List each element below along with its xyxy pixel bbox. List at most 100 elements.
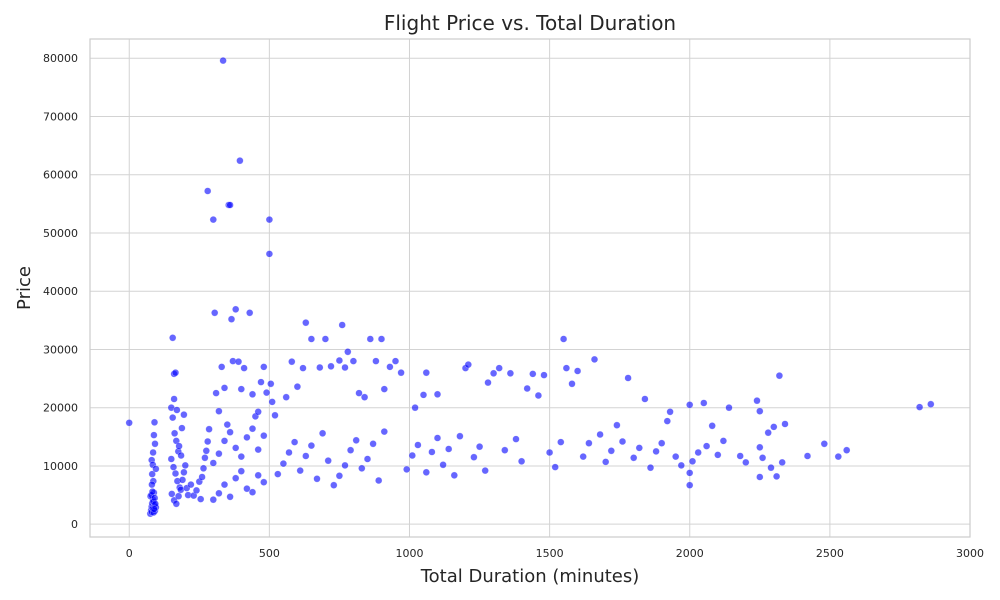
scatter-point — [481, 466, 489, 475]
scatter-point — [386, 363, 394, 371]
plot-frame — [89, 38, 971, 538]
scatter-point — [686, 481, 694, 489]
scatter-point — [260, 432, 268, 440]
scatter-point — [630, 454, 638, 462]
scatter-point — [736, 452, 744, 460]
x-tick-labels: 0 500 1000 1500 2000 2500 3000 — [126, 547, 984, 560]
scatter-point — [240, 364, 248, 372]
scatter-point — [495, 364, 503, 372]
scatter-point — [215, 489, 223, 497]
scatter-point — [803, 452, 812, 460]
scatter-point — [324, 457, 332, 465]
scatter-point — [781, 420, 789, 428]
scatter-point — [288, 358, 296, 366]
scatter-point — [349, 357, 358, 365]
scatter-point — [262, 388, 271, 397]
scatter-point — [243, 485, 251, 493]
scatter-point — [433, 434, 442, 442]
scatter-point — [579, 452, 587, 461]
scatter-point — [545, 448, 554, 457]
scatter-point — [192, 486, 201, 495]
scatter-point — [363, 455, 372, 463]
scatter-point — [666, 408, 674, 416]
scatter-point — [223, 420, 231, 429]
chart-title: Flight Price vs. Total Duration — [384, 11, 676, 35]
scatter-point — [148, 487, 157, 496]
scatter-point — [375, 476, 383, 485]
scatter-point — [246, 309, 254, 317]
scatter-point — [677, 461, 685, 470]
scatter-point — [742, 458, 750, 467]
scatter-point — [199, 464, 208, 472]
scatter-point — [540, 371, 548, 379]
scatter-point — [150, 505, 158, 513]
y-tick-label: 50000 — [43, 227, 78, 240]
scatter-point — [180, 411, 188, 419]
scatter-point — [227, 315, 236, 323]
x-tick-label: 2000 — [676, 547, 704, 560]
scatter-point — [775, 372, 784, 380]
scatter-point — [237, 467, 245, 475]
y-tick-label: 30000 — [43, 343, 78, 356]
scatter-point — [254, 445, 262, 454]
scatter-point — [260, 478, 268, 486]
scatter-point — [433, 390, 442, 398]
scatter-point — [327, 362, 335, 370]
scatter-point — [150, 431, 158, 439]
scatter-point — [557, 438, 565, 446]
scatter-point — [377, 335, 386, 343]
scatter-point — [534, 391, 543, 400]
scatter-point — [271, 411, 279, 419]
scatter-point — [215, 407, 223, 415]
scatter-point — [243, 433, 251, 442]
y-tick-labels: 0 10000 20000 30000 40000 50000 60000 70000 8000… — [43, 52, 78, 531]
scatter-point — [778, 458, 786, 467]
scatter-point — [265, 215, 274, 224]
scatter-point — [646, 464, 655, 472]
scatter-point — [313, 475, 321, 483]
scatter-point — [428, 448, 436, 456]
scatter-point — [346, 446, 355, 454]
scatter-point — [180, 468, 188, 476]
scatter-point — [172, 500, 180, 508]
scatter-point — [358, 464, 366, 472]
scatter-point — [178, 476, 187, 484]
scatter-point — [234, 358, 243, 366]
scatter-point — [232, 474, 240, 482]
scatter-point — [148, 480, 156, 489]
scatter-point — [257, 378, 265, 386]
scatter-point — [770, 423, 778, 431]
y-tick-label: 80000 — [43, 52, 78, 65]
scatter-point — [260, 363, 268, 371]
scatter-point — [150, 418, 159, 426]
scatter-point — [391, 357, 400, 365]
scatter-point — [198, 473, 206, 481]
scatter-point — [523, 384, 531, 393]
scatter-point — [307, 441, 316, 450]
scatter-point — [237, 385, 245, 393]
scatter-point — [573, 367, 582, 375]
scatter-point — [397, 369, 405, 377]
scatter-point — [369, 440, 377, 448]
scatter-point — [658, 439, 666, 447]
scatter-point — [484, 378, 492, 387]
scatter-point — [285, 448, 293, 457]
scatter-point — [590, 355, 599, 364]
scatter-point — [506, 369, 515, 377]
scatter-point — [366, 335, 374, 343]
scatter-point — [559, 335, 568, 343]
y-tick-label: 70000 — [43, 110, 78, 123]
scatter-point — [725, 404, 733, 412]
scatter-point — [475, 443, 484, 451]
scatter-point — [296, 466, 304, 475]
scatter-point — [501, 446, 509, 454]
x-tick-label: 500 — [259, 547, 280, 560]
scatter-point — [125, 419, 133, 427]
scatter-point — [663, 417, 671, 425]
scatter-point — [187, 480, 195, 489]
scatter-point — [489, 369, 498, 377]
scatter-point — [694, 448, 702, 457]
scatter-point — [714, 451, 722, 459]
scatter-point — [756, 473, 764, 481]
